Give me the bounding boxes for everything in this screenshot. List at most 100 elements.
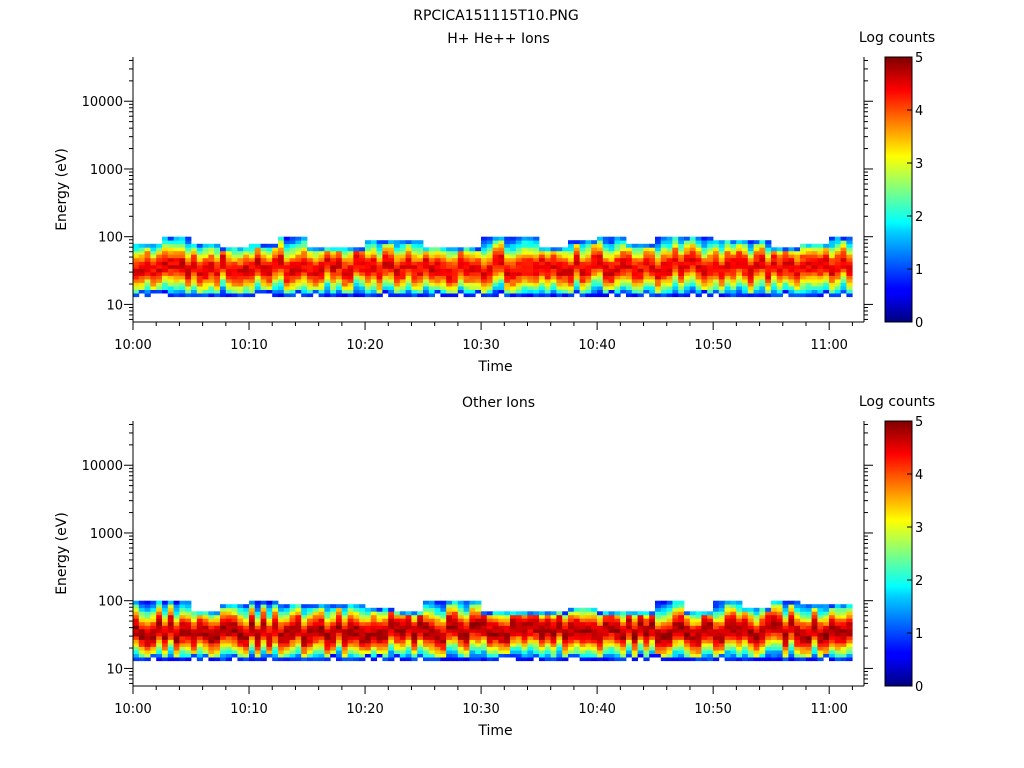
spectrogram-cell — [423, 293, 430, 298]
spectrogram-cell — [365, 625, 372, 630]
spectrogram-cell — [185, 621, 192, 626]
spectrogram-cell — [834, 275, 841, 280]
spectrogram-cell — [742, 240, 749, 245]
spectrogram-cell — [800, 282, 807, 287]
spectrogram-cell — [237, 614, 244, 619]
spectrogram-cell — [678, 639, 685, 644]
spectrogram-cell — [254, 600, 261, 605]
spectrogram-cell — [475, 618, 482, 623]
spectrogram-cell — [597, 289, 604, 294]
spectrogram-cell — [556, 293, 563, 298]
spectrogram-cell — [365, 282, 372, 287]
spectrogram-cell — [359, 268, 366, 273]
spectrogram-cell — [167, 240, 174, 245]
spectrogram-cell — [463, 632, 470, 637]
spectrogram-cell — [394, 264, 401, 269]
spectrogram-cell — [533, 254, 540, 259]
spectrogram-cell — [620, 286, 627, 290]
spectrogram-cell — [515, 625, 522, 630]
spectrogram-cell — [272, 614, 279, 619]
spectrogram-cell — [562, 268, 569, 273]
spectrogram-cell — [307, 286, 314, 290]
spectrogram-cell — [834, 264, 841, 269]
spectrogram-cell — [800, 275, 807, 280]
spectrogram-cell — [289, 254, 296, 259]
spectrogram-cell — [463, 657, 470, 662]
spectrogram-cell — [399, 621, 406, 626]
spectrogram-cell — [823, 621, 830, 626]
spectrogram-cell — [307, 268, 314, 273]
spectrogram-cell — [568, 261, 575, 266]
spectrogram-cell — [550, 250, 557, 255]
spectrogram-cell — [695, 636, 702, 640]
spectrogram-cell — [469, 621, 476, 626]
spectrogram-cell — [289, 261, 296, 266]
spectrogram-cell — [341, 643, 348, 647]
spectrogram-cell — [486, 621, 493, 626]
spectrogram-cell — [405, 639, 412, 644]
spectrogram-cell — [301, 279, 308, 283]
spectrogram-cell — [730, 625, 737, 630]
spectrogram-cell — [527, 639, 534, 644]
spectrogram-cell — [353, 268, 360, 273]
spectrogram-cell — [492, 632, 499, 637]
panel-title: H+ He++ Ions — [447, 31, 550, 47]
spectrogram-cell — [254, 611, 261, 616]
spectrogram-cell — [411, 286, 418, 290]
spectrogram-cell — [376, 614, 383, 619]
spectrogram-cell — [655, 643, 662, 647]
spectrogram-cell — [678, 243, 685, 248]
spectrogram-cell — [817, 264, 824, 269]
spectrogram-cell — [759, 275, 766, 280]
spectrogram-cell — [817, 618, 824, 623]
spectrogram-cell — [585, 254, 592, 259]
spectrogram-cell — [568, 268, 575, 273]
spectrogram-cell — [220, 607, 227, 612]
spectrogram-cell — [220, 646, 227, 651]
spectrogram-cell — [643, 646, 650, 651]
spectrogram-cell — [486, 264, 493, 269]
spectrogram-cell — [620, 632, 627, 637]
spectrogram-cell — [550, 621, 557, 626]
spectrogram-cell — [185, 618, 192, 623]
spectrogram-cell — [562, 653, 569, 658]
spectrogram-cell — [463, 614, 470, 619]
spectrogram-cell — [631, 636, 638, 640]
spectrogram-cell — [724, 650, 731, 654]
spectrogram-cell — [655, 607, 662, 612]
spectrogram-cell — [359, 604, 366, 609]
spectrogram-cell — [823, 279, 830, 283]
spectrogram-cell — [504, 632, 511, 637]
spectrogram-cell — [736, 657, 743, 662]
spectrogram-cell — [562, 618, 569, 623]
spectrogram-cell — [678, 625, 685, 630]
spectrogram-cell — [504, 254, 511, 259]
spectrogram-cell — [846, 264, 853, 269]
spectrogram-cell — [249, 636, 256, 640]
spectrogram-cell — [660, 600, 667, 605]
spectrogram-cell — [689, 279, 696, 283]
spectrogram-cell — [254, 289, 261, 294]
spectrogram-cell — [138, 657, 145, 662]
spectrogram-cell — [440, 653, 447, 658]
spectrogram-cell — [434, 264, 441, 269]
spectrogram-cell — [382, 650, 389, 654]
spectrogram-cell — [771, 261, 778, 266]
colorbar-tick-label: 0 — [915, 680, 923, 695]
spectrogram-cell — [788, 632, 795, 637]
spectrogram-cell — [365, 247, 372, 252]
spectrogram-cell — [533, 653, 540, 658]
spectrogram-cell — [730, 257, 737, 262]
spectrogram-cell — [492, 243, 499, 248]
spectrogram-cell — [602, 268, 609, 273]
spectrogram-cell — [173, 289, 180, 294]
spectrogram-cell — [701, 250, 708, 255]
spectrogram-cell — [544, 254, 551, 259]
spectrogram-cell — [817, 604, 824, 609]
x-tick-label: 10:20 — [346, 702, 383, 717]
spectrogram-cell — [399, 272, 406, 276]
spectrogram-cell — [817, 261, 824, 266]
spectrogram-cell — [631, 272, 638, 276]
spectrogram-cell — [695, 614, 702, 619]
spectrogram-cell — [417, 289, 424, 294]
